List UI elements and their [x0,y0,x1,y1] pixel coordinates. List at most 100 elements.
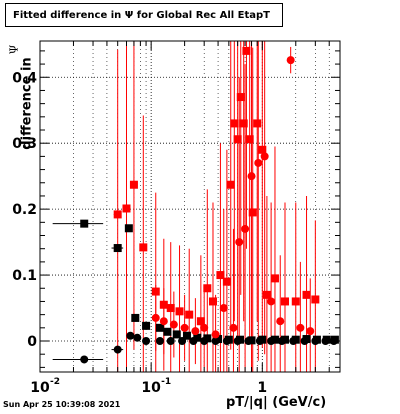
data-point-circle [296,323,305,332]
data-point-circle [200,337,209,346]
x-axis-label: pT/|q| (GeV/c) [226,395,327,410]
data-point-square [270,335,279,344]
data-point-circle [289,337,298,346]
data-point-circle [133,333,142,342]
data-point-square [203,284,212,293]
data-point-circle [260,152,269,161]
x-tick-label: 1 [257,380,267,396]
data-point-circle [166,337,175,346]
data-point-square [280,297,289,306]
tick-labels: 00.10.20.30.410 -2 10 -1 1 [12,70,267,396]
data-point-square [216,271,225,280]
data-point-square [131,313,140,322]
data-point-square [124,224,133,233]
data-point-square [139,243,148,252]
data-point-circle [255,337,264,346]
title-box: Fitted difference in Ψ for Global Rec Al… [5,3,283,27]
data-point-square [203,334,212,343]
error-bars [52,41,338,372]
data-point-square [80,219,89,228]
data-point-circle [178,337,187,346]
data-point-square [233,135,242,144]
data-point-circle [180,323,189,332]
x-tick-label: 10 [30,380,50,396]
data-point-square [208,297,217,306]
data-point-circle [200,323,209,332]
data-point-circle [235,238,244,247]
data-point-circle [244,337,253,346]
data-point-circle [267,337,276,346]
data-point-circle [155,337,164,346]
data-point-circle [300,337,309,346]
x-tick-label-exponent: -2 [50,377,60,387]
data-point-square [262,290,271,299]
data-point-circle [286,56,295,65]
data-point-square [182,331,191,340]
data-point-circle [189,337,198,346]
data-point-circle [247,172,256,181]
footer-timestamp: Sun Apr 25 10:39:08 2021 [3,400,121,409]
data-point-square [163,327,172,336]
data-point-square [239,119,248,128]
x-tick-label-exponent: -1 [161,377,171,387]
data-point-circle [254,158,263,167]
x-tick-label: 10 [141,380,161,396]
plot-title: Fitted difference in Ψ for Global Rec Al… [13,10,271,21]
data-point-circle [169,320,178,329]
data-point-square [155,323,164,332]
y-tick-label: 0.2 [12,202,37,218]
data-point-circle [311,337,320,346]
y-tick-label: 0.1 [12,268,37,284]
data-point-circle [241,224,250,233]
data-point-square [222,277,231,286]
plot-frame [39,40,341,373]
data-point-square [185,310,194,319]
y-axis-label: difference in [19,57,35,150]
data-point-circle [277,337,286,346]
data-point-square [253,119,262,128]
data-point-square [230,119,239,128]
data-point-square [245,135,254,144]
data-point-square [291,297,300,306]
data-point-square [175,307,184,316]
data-point-square [142,321,151,330]
data-point-square [270,274,279,283]
data-point-square [258,145,267,154]
data-point-square [129,180,138,189]
data-point-circle [126,331,135,340]
data-point-circle [211,337,220,346]
data-point-circle [267,297,276,306]
data-point-square [113,244,122,253]
data-point-square [122,204,131,213]
y-tick-label: 0 [27,334,37,350]
data-point-square [193,333,202,342]
data-point-circle [306,327,315,336]
data-point-square [172,330,181,339]
data-point-square [302,290,311,299]
data-markers [80,46,339,364]
data-point-square [248,208,257,217]
y-tick-label: 0.3 [12,136,37,152]
data-point-circle [159,317,168,326]
axis-ticks [39,41,341,372]
data-point-circle [276,317,285,326]
data-point-circle [229,323,238,332]
data-point-circle [80,355,89,364]
data-point-circle [151,313,160,322]
data-point-square [159,300,168,309]
data-point-square [151,287,160,296]
data-point-circle [233,337,242,346]
y-axis-label-symbol: Ψ [7,44,21,55]
data-point-square [311,295,320,304]
data-point-circle [142,337,151,346]
grid-lines [39,41,341,372]
data-point-circle [222,337,231,346]
data-point-square [242,46,251,55]
data-point-square [196,317,205,326]
data-point-square [236,93,245,102]
data-point-circle [191,327,200,336]
data-point-square [166,304,175,313]
data-point-circle [219,304,228,313]
data-point-circle [321,337,330,346]
